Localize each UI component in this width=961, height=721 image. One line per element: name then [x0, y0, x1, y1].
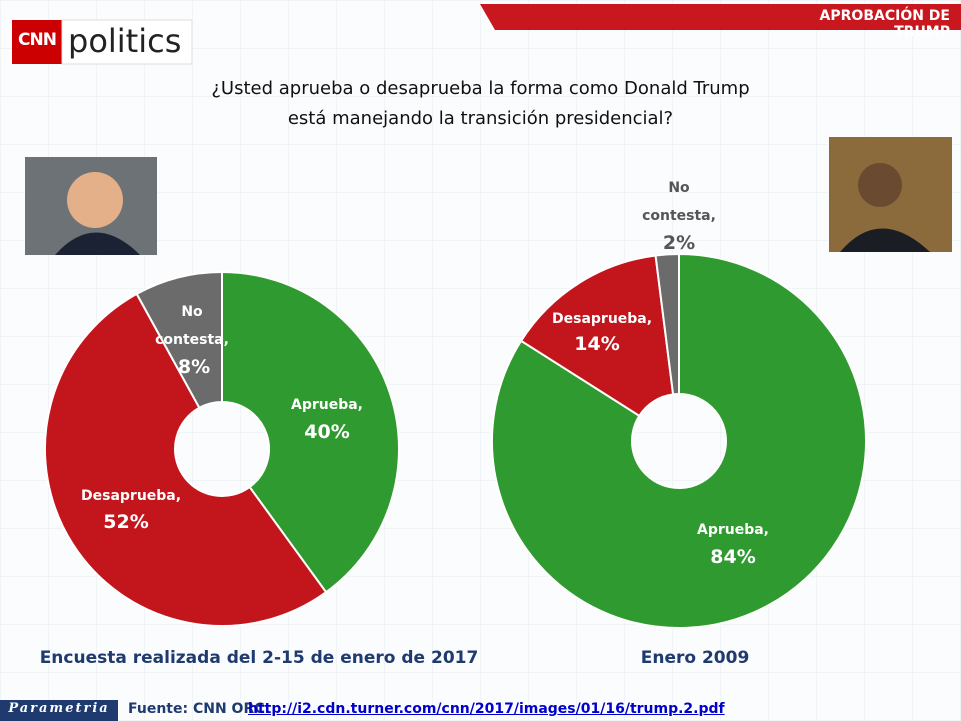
- question: está manejando la transición presidencia…: [287, 108, 674, 129]
- chart-title: Encuesta realizada del 2-15 de enero de …: [39, 648, 479, 668]
- source-link[interactable]: http://i2.cdn.turner.com/cnn/2017/images…: [248, 701, 725, 717]
- donut-slice: [44, 292, 328, 627]
- slice-label: Desaprueba,: [81, 488, 182, 504]
- value-label: 14%: [574, 333, 620, 355]
- chart-title: Enero 2009: [640, 648, 750, 668]
- slice-label: No contesta,: [155, 304, 229, 348]
- donut-slice: [135, 270, 223, 410]
- value-label: 8%: [177, 356, 211, 378]
- donut-slice: [221, 270, 400, 594]
- value-label: 84%: [710, 546, 756, 568]
- value-label: 52%: [103, 511, 149, 533]
- header-tag: APROBACIÓN DE TRUMP: [819, 8, 950, 40]
- donut-slice: [491, 252, 867, 629]
- logo-brand: CNN: [18, 30, 57, 50]
- question: ¿Usted aprueba o desaprueba la forma com…: [211, 78, 750, 99]
- footer-brand: Parametria: [8, 701, 110, 716]
- value-label: 40%: [304, 421, 350, 443]
- slice-label: Desaprueba,: [552, 311, 653, 327]
- source: Fuente: CNN ORC.: [128, 701, 270, 717]
- slice-label: Aprueba,: [696, 522, 769, 538]
- slice-label: Aprueba,: [290, 397, 363, 413]
- logo-section: politics: [68, 22, 182, 60]
- donut-slice: [519, 254, 675, 418]
- slice-label: No contesta,: [642, 180, 716, 224]
- value-label: 2%: [662, 232, 696, 254]
- donut-slice: [654, 252, 680, 396]
